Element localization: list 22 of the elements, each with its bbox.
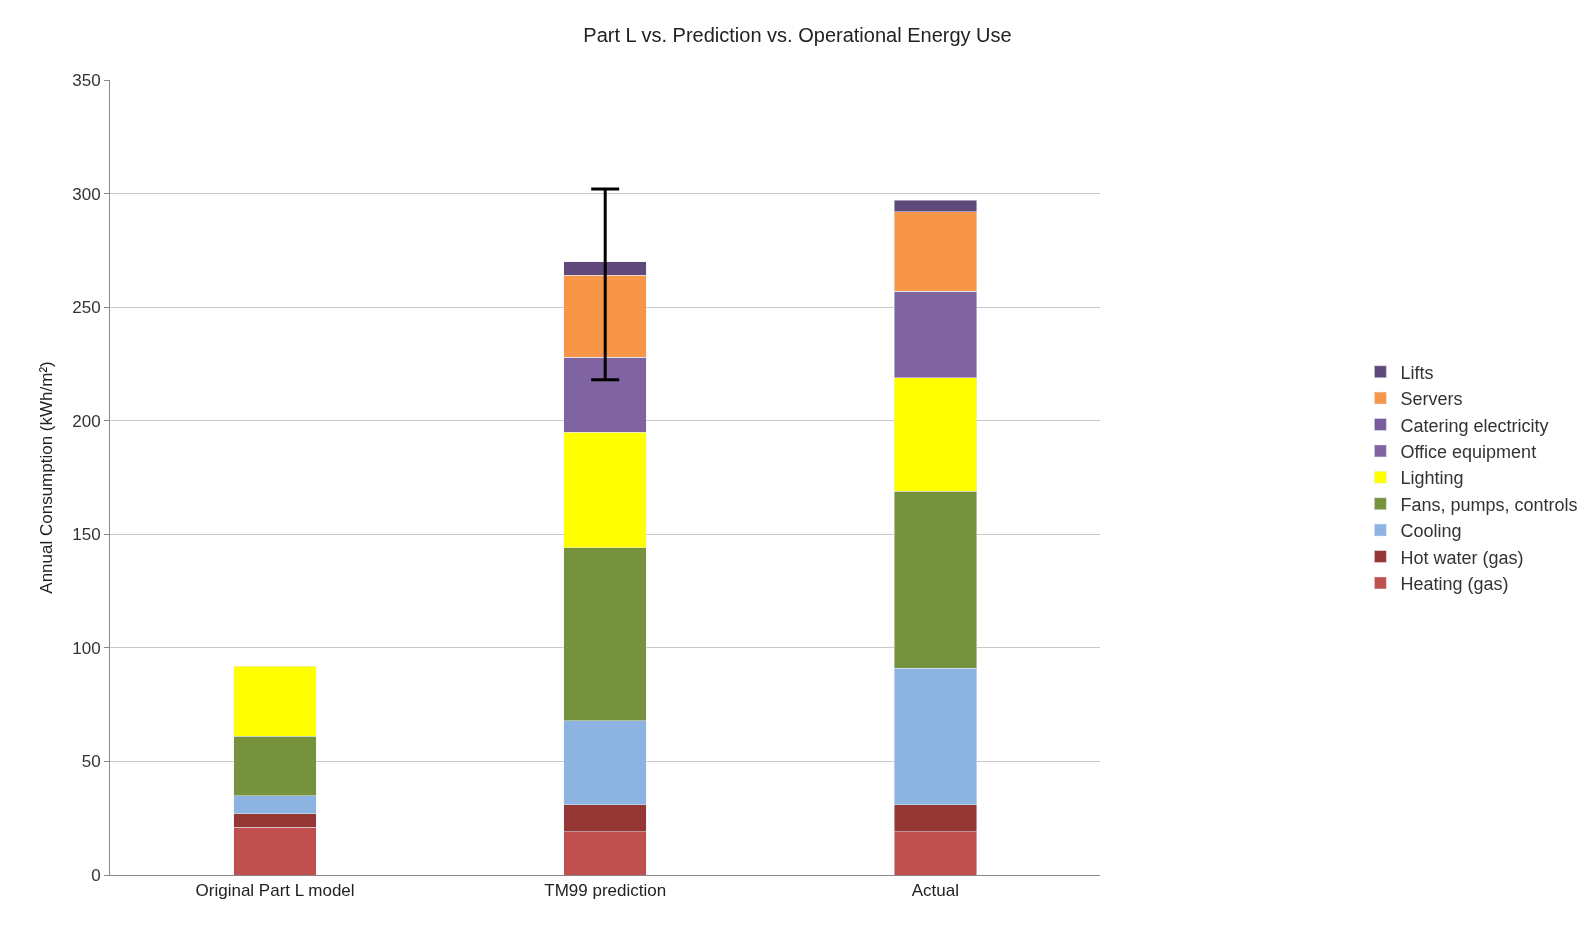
legend-label: Lifts [1400, 362, 1434, 383]
legend-label: Cooling [1400, 521, 1462, 542]
y-tick-label: 50 [81, 752, 101, 772]
y-tick-label: 250 [72, 298, 101, 318]
legend-label: Lighting [1400, 468, 1464, 489]
x-tick-label: Actual [911, 881, 959, 901]
chart-title: Part L vs. Prediction vs. Operational Energy Use [583, 24, 1012, 47]
y-tick-label: 350 [72, 70, 101, 90]
legend-label: Catering electricity [1400, 415, 1549, 436]
y-tick-label: 150 [72, 525, 101, 545]
y-tick-label: 0 [91, 865, 101, 885]
legend-label: Hot water (gas) [1400, 547, 1524, 568]
y-axis-title: Annual Consumption (kWh/m²) [36, 361, 56, 594]
legend-label: Servers [1400, 389, 1463, 410]
x-tick-label: TM99 prediction [544, 881, 667, 901]
y-tick-label: 100 [72, 638, 101, 658]
legend-label: Heating (gas) [1400, 573, 1509, 594]
y-tick-label: 300 [72, 184, 101, 204]
y-tick-label: 200 [72, 411, 101, 431]
x-tick-label: Original Part L model [195, 881, 355, 901]
legend-label: Fans, pumps, controls [1400, 494, 1578, 515]
legend-label: Office equipment [1400, 441, 1537, 462]
